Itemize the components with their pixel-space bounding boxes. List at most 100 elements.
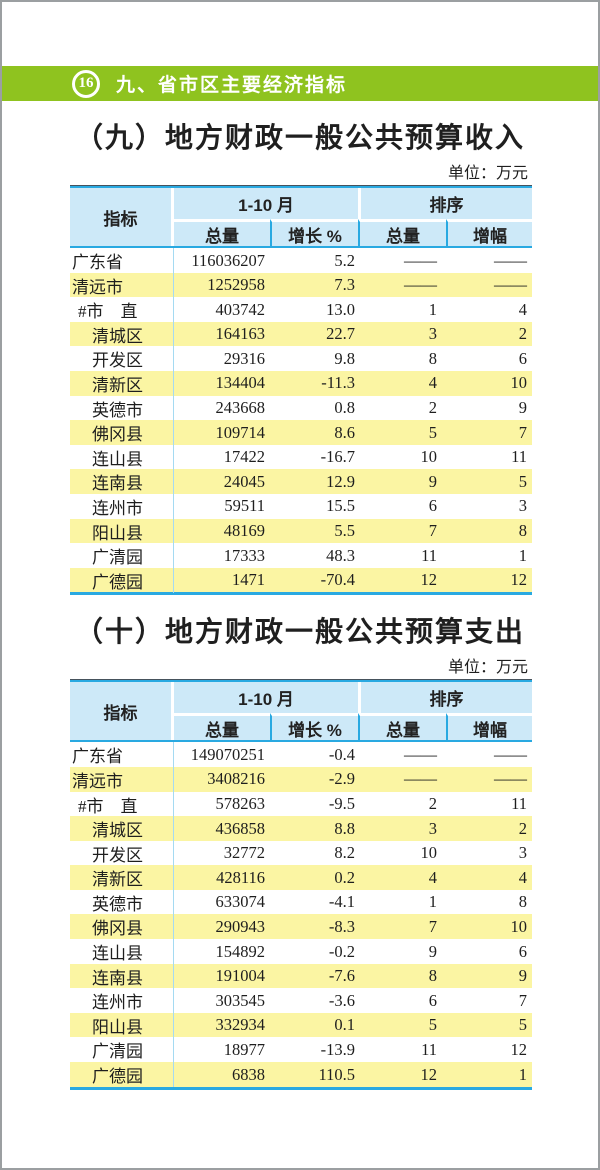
section-title-revenue: （九）地方财政一般公共预算收入: [74, 122, 525, 153]
value-cell: 4: [428, 867, 437, 887]
value-cell: ——: [494, 744, 527, 764]
row-label: 清新区: [70, 865, 174, 891]
value-cell: 8: [428, 348, 437, 368]
value-cell: 18977: [223, 1039, 265, 1059]
row-label: 开发区: [70, 840, 174, 866]
value-cell: 6838: [232, 1064, 265, 1084]
unit-label-expenditure: 单位：万元: [447, 659, 528, 677]
group-header-rank: 排序: [358, 682, 532, 714]
table-row: 广清园 18977 -13.9 11 12: [70, 1037, 532, 1063]
table-row: 清远市 3408216 -2.9 —— ——: [70, 766, 532, 792]
value-cell: 164163: [215, 324, 266, 344]
value-cell: ——: [404, 769, 437, 789]
sub-header-3: 增幅: [446, 219, 532, 246]
row-label: 清城区: [70, 321, 174, 347]
value-cell: 12.9: [326, 471, 355, 491]
column-header-indicator: 指标: [70, 682, 174, 741]
value-cell: 59511: [224, 496, 265, 516]
section-revenue: （九）地方财政一般公共预算收入 单位：万元 指标 1-10 月排序 总量 增长 % 总量…: [2, 121, 598, 596]
table-header: 指标 1-10 月排序 总量 增长 % 总量 增幅: [70, 682, 532, 743]
sub-header-0: 总量: [174, 713, 270, 741]
value-cell: 5: [428, 1015, 437, 1035]
value-cell: 10: [420, 447, 438, 467]
value-cell: 12: [510, 570, 528, 590]
row-label: 佛冈县: [70, 420, 174, 446]
table-row: 阳山县 48169 5.5 7 8: [70, 518, 532, 544]
row-label: 连州市: [70, 493, 174, 519]
row-label: 连南县: [70, 469, 174, 495]
value-cell: 48169: [223, 521, 265, 541]
table-row: #市 直 403742 13.0 1 4: [70, 297, 532, 323]
value-cell: 3408216: [207, 769, 265, 789]
value-cell: 633074: [215, 892, 266, 912]
value-cell: 24045: [223, 471, 265, 491]
table-top-border: [70, 679, 532, 683]
value-cell: 7: [428, 916, 437, 936]
table-row: 广东省 116036207 5.2 —— ——: [70, 248, 532, 273]
value-cell: 10: [510, 373, 528, 393]
value-cell: 8.2: [334, 843, 355, 863]
value-cell: 17333: [223, 545, 265, 565]
group-header-period: 1-10 月: [174, 188, 358, 219]
row-label: 开发区: [70, 346, 174, 372]
value-cell: 29316: [223, 348, 265, 368]
value-cell: 154892: [215, 941, 266, 961]
value-cell: ——: [494, 769, 527, 789]
value-cell: 11: [421, 1039, 437, 1059]
value-cell: 436858: [215, 818, 266, 838]
value-cell: 11: [511, 447, 527, 467]
value-cell: 5: [518, 471, 527, 491]
value-cell: 1: [518, 545, 527, 565]
value-cell: 1: [428, 299, 437, 319]
row-label: 广德园: [70, 567, 174, 593]
row-label: 清城区: [70, 816, 174, 842]
value-cell: -3.6: [328, 990, 355, 1010]
value-cell: 4: [428, 373, 437, 393]
row-label: 广德园: [70, 1062, 174, 1088]
value-cell: -70.4: [320, 570, 355, 590]
value-cell: 243668: [215, 398, 266, 418]
sub-header-3: 增幅: [446, 713, 532, 741]
row-label: 广清园: [70, 1037, 174, 1063]
table-row: 连南县 191004 -7.6 8 9: [70, 963, 532, 989]
value-cell: 9: [518, 966, 527, 986]
value-cell: 8.8: [334, 818, 355, 838]
value-cell: 7: [428, 521, 437, 541]
column-header-indicator: 指标: [70, 188, 174, 246]
table-row: 连州市 59511 15.5 6 3: [70, 493, 532, 519]
table-row: #市 直 578263 -9.5 2 11: [70, 791, 532, 817]
row-label: 英德市: [70, 889, 174, 915]
value-cell: -16.7: [320, 447, 355, 467]
sub-header-2: 总量: [358, 219, 446, 246]
value-cell: ——: [494, 275, 527, 295]
table-row: 连山县 154892 -0.2 9 6: [70, 939, 532, 965]
value-cell: -0.4: [328, 744, 355, 764]
table-row: 清城区 436858 8.8 3 2: [70, 816, 532, 842]
value-cell: 8: [518, 892, 527, 912]
table-row: 英德市 243668 0.8 2 9: [70, 395, 532, 421]
sub-header-0: 总量: [174, 219, 270, 246]
value-cell: 6: [428, 990, 437, 1010]
value-cell: 149070251: [190, 744, 265, 764]
value-cell: 4: [518, 299, 527, 319]
value-cell: 191004: [215, 966, 266, 986]
value-cell: 109714: [215, 422, 266, 442]
value-cell: 5: [428, 422, 437, 442]
table-row: 广德园 1471 -70.4 12 12: [70, 567, 532, 593]
table-row: 清新区 134404 -11.3 4 10: [70, 370, 532, 396]
table-row: 连南县 24045 12.9 9 5: [70, 469, 532, 495]
value-cell: 403742: [215, 299, 266, 319]
table-row: 清远市 1252958 7.3 —— ——: [70, 272, 532, 298]
row-label: 连南县: [70, 963, 174, 989]
row-label: 广清园: [70, 543, 174, 569]
value-cell: 3: [518, 843, 527, 863]
value-cell: 22.7: [326, 324, 355, 344]
value-cell: 5.5: [334, 521, 355, 541]
value-cell: 3: [518, 496, 527, 516]
value-cell: 12: [420, 1064, 438, 1084]
top-margin: [2, 2, 598, 66]
revenue-table: 指标 1-10 月排序 总量 增长 % 总量 增幅 广东省 116036207 5.2 —— —— 清…: [70, 185, 532, 596]
row-label: 阳山县: [70, 1012, 174, 1038]
value-cell: 9: [518, 398, 527, 418]
